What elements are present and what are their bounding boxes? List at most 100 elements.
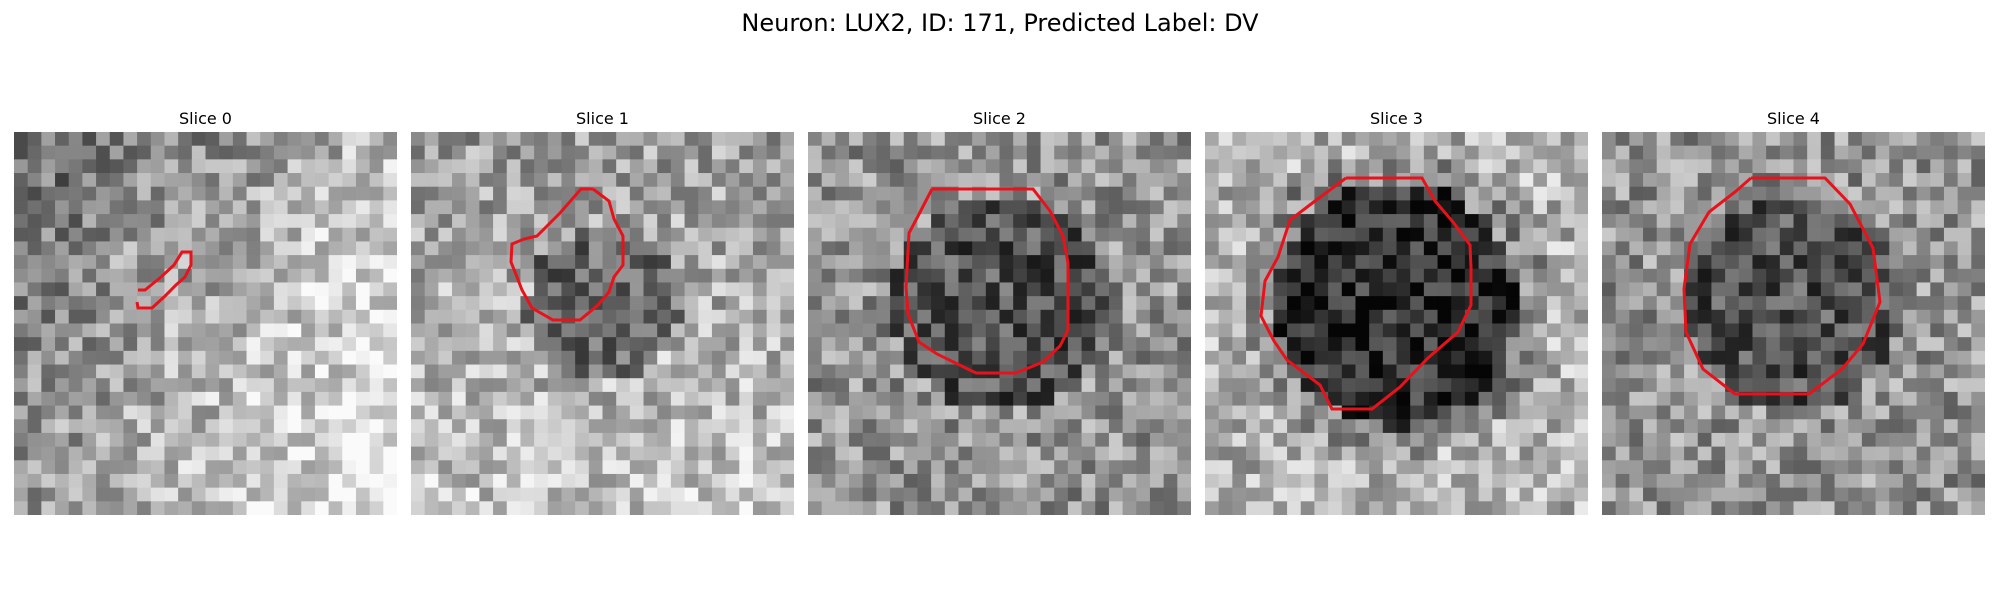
pixel: [1259, 200, 1274, 215]
pixel: [1054, 200, 1069, 215]
pixel: [1246, 350, 1261, 366]
pixel: [1505, 460, 1521, 475]
pixel: [780, 364, 794, 379]
pixel: [287, 227, 302, 243]
pixel: [1040, 173, 1055, 188]
pixel: [1013, 391, 1028, 407]
pixel: [849, 391, 864, 407]
pixel: [55, 337, 70, 352]
pixel: [68, 350, 83, 366]
pixel: [1779, 173, 1795, 188]
pixel: [588, 501, 604, 515]
pixel: [1820, 473, 1836, 489]
pixel: [342, 460, 357, 475]
pixel: [342, 296, 357, 311]
pixel: [1054, 419, 1069, 434]
pixel: [452, 214, 467, 229]
pixel: [711, 446, 727, 461]
pixel: [1492, 309, 1507, 325]
pixel: [1725, 214, 1740, 229]
pixel: [68, 309, 83, 325]
pixel: [1095, 186, 1110, 201]
pixel: [1451, 241, 1466, 256]
pixel: [1738, 364, 1754, 379]
pixel: [1629, 391, 1644, 407]
pixel: [575, 323, 590, 338]
pixel: [752, 309, 768, 325]
pixel: [383, 501, 397, 515]
pixel: [1889, 432, 1904, 448]
pixel: [1738, 405, 1754, 420]
pixel: [972, 323, 987, 338]
pixel: [903, 200, 919, 215]
pixel: [219, 405, 234, 420]
pixel: [1355, 268, 1370, 284]
pixel: [835, 337, 850, 352]
pixel: [1643, 186, 1658, 201]
pixel: [1930, 446, 1945, 461]
pixel: [1943, 145, 1959, 160]
pixel: [862, 132, 877, 147]
pixel: [1341, 186, 1357, 201]
pixel: [1478, 487, 1493, 502]
pixel: [1848, 159, 1863, 174]
pixel: [342, 214, 357, 229]
pixel: [328, 173, 343, 188]
pixel: [520, 145, 535, 160]
pixel: [1546, 391, 1562, 407]
pixel: [1205, 419, 1220, 434]
pixel: [1259, 350, 1274, 366]
pixel: [1163, 460, 1178, 475]
pixel: [1697, 132, 1713, 147]
pixel: [1328, 296, 1343, 311]
pixel: [1766, 473, 1781, 489]
pixel: [1629, 364, 1644, 379]
pixel: [958, 405, 973, 420]
pixel: [1889, 159, 1904, 174]
pixel: [643, 268, 658, 284]
pixel: [684, 186, 699, 201]
pixel: [150, 186, 166, 201]
pixel: [588, 391, 604, 407]
pixel: [1957, 132, 1972, 147]
pixel: [1382, 255, 1398, 270]
pixel: [383, 364, 397, 379]
pixel: [1971, 391, 1985, 407]
pixel: [890, 173, 905, 188]
pixel: [1971, 227, 1985, 243]
pixel: [137, 268, 152, 284]
pixel: [1273, 309, 1288, 325]
pixel: [383, 446, 397, 461]
pixel: [383, 186, 397, 201]
pixel: [55, 460, 70, 475]
pixel: [55, 378, 70, 393]
pixel: [1643, 460, 1658, 475]
pixel: [493, 446, 508, 461]
pixel: [1163, 132, 1178, 147]
pixel: [985, 350, 1001, 366]
pixel: [1259, 337, 1274, 352]
pixel: [342, 255, 357, 270]
pixel: [205, 145, 220, 160]
pixel: [27, 214, 42, 229]
pixel: [1902, 132, 1918, 147]
pixel: [493, 255, 508, 270]
pixel: [1369, 173, 1384, 188]
pixel: [1246, 268, 1261, 284]
pixel: [1971, 460, 1985, 475]
pixel: [1643, 296, 1658, 311]
pixel: [602, 419, 617, 434]
pixel: [958, 460, 973, 475]
pixel: [588, 487, 604, 502]
pixel: [1177, 241, 1191, 256]
pixel: [1574, 364, 1588, 379]
pixel: [41, 186, 56, 201]
pixel: [219, 145, 234, 160]
pixel: [1697, 432, 1713, 448]
pixel: [424, 487, 439, 502]
pixel: [301, 227, 316, 243]
pixel: [643, 309, 658, 325]
pixel: [1820, 405, 1836, 420]
pixel: [616, 350, 631, 366]
pixel: [944, 432, 960, 448]
